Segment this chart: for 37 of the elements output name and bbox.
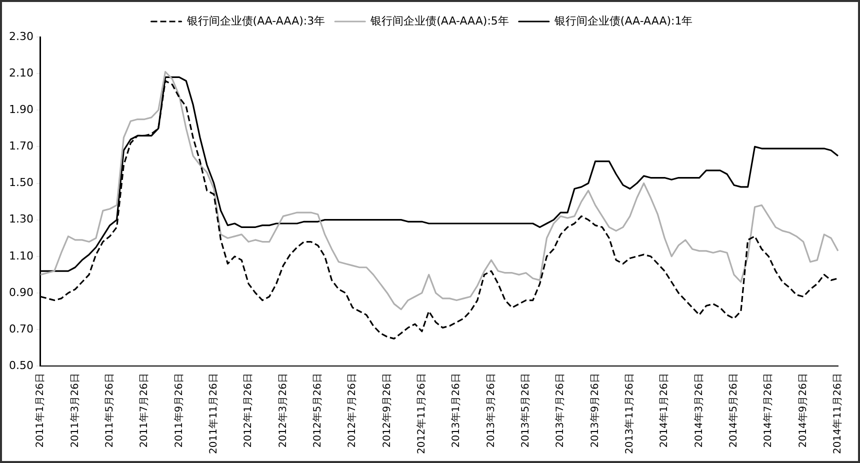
x-tick-label: 2013年5月26日 bbox=[520, 373, 532, 448]
y-tick-label: 0.90 bbox=[8, 286, 34, 299]
x-tick-label: 2013年1月26日 bbox=[450, 373, 462, 448]
x-tick-label: 2014年3月26日 bbox=[692, 373, 705, 448]
legend-label: 银行间企业债(AA-AAA):5年 bbox=[370, 14, 509, 28]
legend-label: 银行间企业债(AA-AAA):3年 bbox=[186, 14, 326, 28]
x-tick-label: 2013年11月26日 bbox=[624, 373, 636, 454]
x-tick-label: 2013年9月26日 bbox=[588, 373, 601, 448]
x-tick-label: 2013年7月26日 bbox=[554, 373, 566, 448]
y-tick-label: 1.90 bbox=[8, 102, 34, 116]
y-tick-label: 0.70 bbox=[8, 322, 34, 336]
x-tick-label: 2011年7月26日 bbox=[138, 373, 150, 448]
x-tick-label: 2012年3月26日 bbox=[276, 373, 289, 448]
y-tick-label: 1.70 bbox=[8, 140, 34, 153]
x-tick-label: 2012年7月26日 bbox=[346, 373, 358, 448]
x-tick-label: 2014年5月26日 bbox=[728, 373, 740, 448]
x-tick-label: 2011年1月26日 bbox=[34, 373, 46, 448]
y-tick-label: 2.10 bbox=[8, 66, 34, 80]
x-tick-label: 2014年7月26日 bbox=[762, 373, 774, 448]
x-tick-label: 2014年11月26日 bbox=[832, 373, 844, 454]
x-tick-label: 2014年9月26日 bbox=[796, 373, 809, 448]
y-tick-label: 1.10 bbox=[8, 249, 34, 262]
x-tick-label: 2012年1月26日 bbox=[242, 373, 254, 448]
x-tick-label: 2011年5月26日 bbox=[103, 373, 116, 448]
y-tick-label: 1.30 bbox=[8, 212, 34, 226]
x-tick-label: 2014年1月26日 bbox=[658, 373, 670, 448]
x-tick-label: 2011年9月26日 bbox=[172, 373, 185, 448]
x-tick-label: 2011年11月26日 bbox=[207, 373, 220, 454]
y-tick-label: 0.50 bbox=[8, 358, 34, 372]
x-tick-label: 2013年3月26日 bbox=[484, 373, 497, 448]
x-tick-label: 2011年3月26日 bbox=[68, 373, 81, 448]
y-tick-label: 1.50 bbox=[8, 176, 34, 190]
x-tick-label: 2012年9月26日 bbox=[380, 373, 393, 448]
y-tick-label: 2.30 bbox=[8, 30, 34, 43]
x-tick-label: 2012年5月26日 bbox=[311, 373, 324, 448]
x-tick-label: 2012年11月26日 bbox=[416, 373, 428, 454]
legend-label: 银行间企业债(AA-AAA):1年 bbox=[553, 14, 693, 28]
